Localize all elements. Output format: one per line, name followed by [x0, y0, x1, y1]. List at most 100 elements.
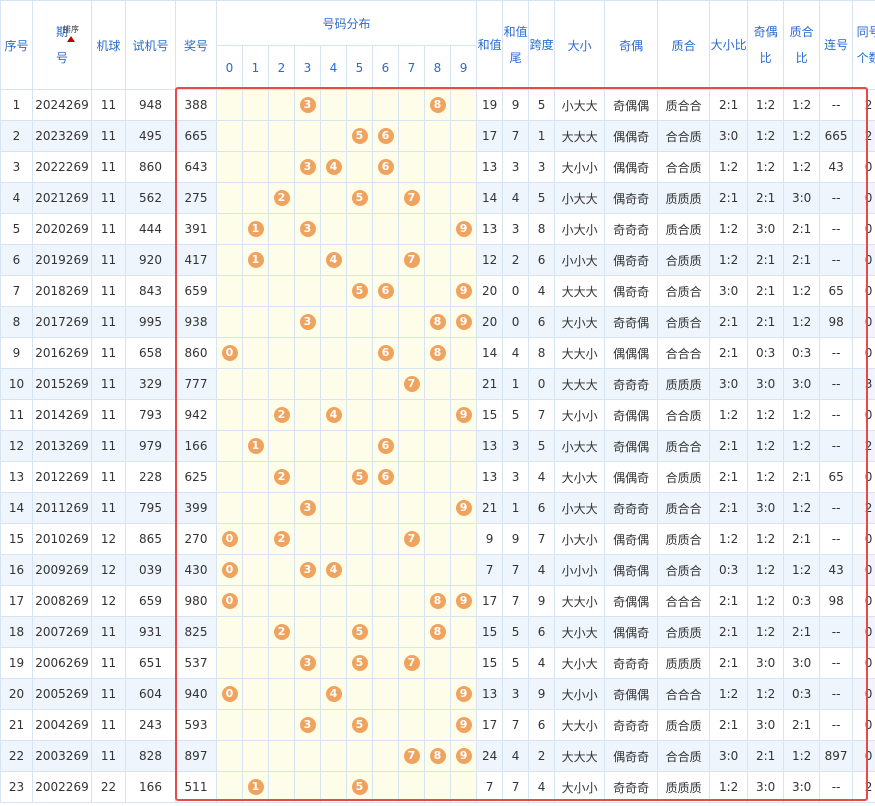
dist-cell-7 — [398, 399, 425, 431]
cell-prime-composite: 合合质 — [657, 151, 711, 183]
cell-odd-even: 偶奇奇 — [604, 244, 659, 276]
dist-cell-0 — [216, 647, 243, 679]
sort-control[interactable]: 排序 — [63, 25, 79, 42]
cell-sum-tail: 5 — [502, 399, 530, 431]
dist-cell-0 — [216, 461, 243, 493]
cell-consecutive: -- — [819, 399, 854, 431]
cell-index: 20 — [0, 678, 33, 710]
cell-big-small-ratio: 3:0 — [709, 120, 749, 152]
dist-cell-3: 3 — [294, 306, 321, 338]
sort-arrow-up-icon[interactable] — [67, 36, 75, 42]
cell-same-count: 0 — [852, 647, 875, 679]
dist-cell-7 — [398, 616, 425, 648]
cell-sum: 14 — [476, 182, 504, 214]
cell-test-number: 828 — [125, 740, 176, 772]
digit-header-0: 0 — [216, 45, 243, 90]
cell-big-small: 小大大 — [554, 492, 606, 524]
number-ball: 8 — [429, 593, 446, 609]
number-ball: 0 — [221, 562, 238, 578]
cell-odd-even: 偶奇偶 — [604, 554, 659, 586]
cell-prime-composite: 合合合 — [657, 678, 711, 710]
dist-cell-8: 8 — [424, 585, 451, 617]
cell-sum: 17 — [476, 585, 504, 617]
cell-big-small: 大小小 — [554, 771, 606, 803]
col-header-distribution: 号码分布 — [215, 0, 478, 46]
cell-prize-number: 665 — [175, 120, 217, 152]
dist-cell-6 — [372, 213, 399, 245]
dist-cell-2 — [268, 151, 295, 183]
table-row: 16 2009269 12 039 430 0 3 4 7 7 4 小小小 偶奇偶 合质合 0:3 1:2 1:… — [0, 554, 875, 586]
cell-prime-composite: 质合合 — [657, 430, 711, 462]
number-ball: 5 — [351, 624, 368, 640]
cell-machine: 11 — [91, 740, 126, 772]
dist-cell-1 — [242, 709, 269, 741]
dist-cell-6 — [372, 368, 399, 400]
dist-cell-4 — [320, 771, 347, 803]
cell-span: 5 — [528, 182, 556, 214]
cell-odd-even: 偶奇奇 — [604, 740, 659, 772]
cell-span: 5 — [528, 430, 556, 462]
cell-sum: 12 — [476, 244, 504, 276]
cell-odd-even: 奇偶偶 — [604, 585, 659, 617]
cell-sum: 15 — [476, 399, 504, 431]
digit-header-9: 9 — [449, 45, 478, 90]
number-ball: 1 — [247, 221, 264, 237]
dist-cell-2 — [268, 585, 295, 617]
dist-cell-7 — [398, 678, 425, 710]
dist-cell-4: 4 — [320, 678, 347, 710]
cell-prize-number: 391 — [175, 213, 217, 245]
dist-cell-4: 4 — [320, 399, 347, 431]
table-row: 21 2004269 11 243 593 3 5 9 17 7 6 大大小 奇奇奇 质合质 2:1 3:0 2… — [0, 709, 875, 741]
cell-sum: 7 — [476, 554, 504, 586]
table-row: 12 2013269 11 979 166 1 6 13 3 5 小大大 奇偶偶 质合合 2:1 1:2 1:… — [0, 430, 875, 462]
cell-sum-tail: 4 — [502, 337, 530, 369]
number-ball: 6 — [377, 128, 394, 144]
cell-same-count: 0 — [852, 306, 875, 338]
dist-cell-3 — [294, 585, 321, 617]
cell-sum-tail: 7 — [502, 771, 530, 803]
cell-odd-even-ratio: 3:0 — [747, 213, 785, 245]
dist-cell-4 — [320, 430, 347, 462]
dist-cell-0: 0 — [216, 337, 243, 369]
cell-odd-even: 偶偶奇 — [604, 120, 659, 152]
digit-header-3: 3 — [294, 45, 321, 90]
dist-cell-6: 6 — [372, 430, 399, 462]
dist-cell-9 — [449, 151, 478, 183]
number-ball: 8 — [429, 314, 446, 330]
dist-cell-8: 8 — [424, 337, 451, 369]
table-row: 17 2008269 12 659 980 0 8 9 17 7 9 大大小 奇偶偶 合合合 2:1 1:2 0… — [0, 585, 875, 617]
dist-cell-4 — [320, 182, 347, 214]
dist-cell-2: 2 — [268, 399, 295, 431]
digit-header-5: 5 — [346, 45, 373, 90]
cell-same-count: 3 — [852, 368, 875, 400]
cell-sum: 14 — [476, 337, 504, 369]
dist-cell-7: 7 — [398, 740, 425, 772]
dist-cell-6: 6 — [372, 151, 399, 183]
cell-odd-even-ratio: 1:2 — [747, 120, 785, 152]
cell-period: 2002269 — [32, 771, 92, 803]
dist-cell-2 — [268, 244, 295, 276]
dist-cell-8 — [424, 678, 451, 710]
cell-period: 2006269 — [32, 647, 92, 679]
cell-machine: 12 — [91, 585, 126, 617]
cell-period: 2024269 — [32, 89, 92, 121]
dist-cell-5 — [346, 337, 373, 369]
dist-cell-3 — [294, 275, 321, 307]
dist-cell-2 — [268, 368, 295, 400]
qihao-line1: 期 — [55, 25, 68, 39]
dist-cell-0 — [216, 306, 243, 338]
number-ball: 4 — [325, 562, 342, 578]
cell-same-count: 0 — [852, 523, 875, 555]
cell-machine: 11 — [91, 89, 126, 121]
col-header-qihao[interactable]: 期 号 排序 — [32, 0, 92, 90]
dist-cell-0 — [216, 120, 243, 152]
dist-cell-1 — [242, 647, 269, 679]
cell-odd-even: 奇奇奇 — [604, 771, 659, 803]
dist-cell-4: 4 — [320, 151, 347, 183]
dist-cell-2 — [268, 647, 295, 679]
number-ball: 9 — [455, 407, 472, 423]
number-ball: 3 — [299, 562, 316, 578]
cell-big-small-ratio: 1:2 — [709, 244, 749, 276]
dist-cell-7 — [398, 771, 425, 803]
cell-period: 2022269 — [32, 151, 92, 183]
